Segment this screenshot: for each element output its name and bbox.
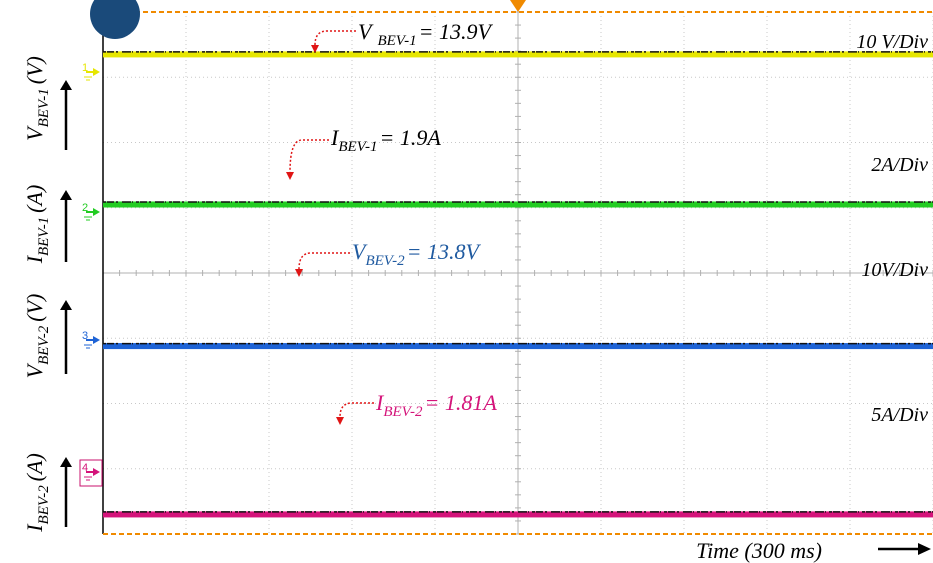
series-trace (103, 511, 933, 518)
series-annotation: VBEV-2= 13.8V (352, 239, 481, 269)
annotation-value: = 13.9V (419, 19, 494, 44)
axis-symbol: V (22, 362, 47, 378)
series-axis-label: VBEV-1 (V) (22, 56, 52, 141)
channel-marker: 2 (82, 202, 100, 221)
channel-marker-arrow (93, 208, 100, 216)
series-scale: 2A/Div (871, 154, 928, 176)
annotation-value: = 1.9A (379, 125, 441, 150)
series-annotation: IBEV-1= 1.9A (330, 125, 441, 155)
annotation-arrow (295, 252, 350, 277)
axis-subscript: BEV-1 (36, 217, 52, 256)
annotation-symbol: I (375, 390, 385, 415)
channel-number: 2 (82, 202, 88, 214)
series-annotation: IBEV-2= 1.81A (375, 390, 497, 420)
annotation-value: = 1.81A (424, 390, 497, 415)
annotation-subscript: BEV-1 (338, 139, 377, 155)
series-annotation: V BEV-1= 13.9V (358, 19, 493, 49)
series-scale: 5A/Div (871, 404, 928, 426)
channel-number: 3 (82, 330, 88, 342)
channel-4-box (79, 459, 103, 487)
channel-number: 1 (82, 62, 88, 74)
series-trace (103, 51, 933, 58)
channel-marker-arrow (93, 468, 100, 476)
axis-up-arrowhead (60, 300, 72, 310)
axis-up-arrowhead (60, 457, 72, 467)
scope-logo-circle (90, 0, 140, 39)
channel-marker-arrow (93, 68, 100, 76)
axis-up-arrowhead (60, 80, 72, 90)
annotation-arrow (286, 139, 329, 180)
series-trace (103, 201, 933, 208)
channel-marker-arrow (93, 336, 100, 344)
time-axis-label: Time (300 ms) (696, 538, 822, 563)
series-axis-label: VBEV-2 (V) (22, 294, 52, 379)
annotation-symbol: V (352, 239, 368, 264)
annotation-arrow (311, 30, 356, 53)
series-scale: 10V/Div (861, 259, 928, 281)
axis-unit: (A) (22, 453, 47, 481)
time-arrowhead (918, 543, 931, 555)
annotation-arrow (336, 402, 374, 425)
axis-subscript: BEV-2 (36, 485, 52, 525)
axis-up-arrowhead (60, 190, 72, 200)
channel-number: 4 (82, 462, 88, 474)
axis-unit: (A) (22, 185, 47, 213)
series-scale: 10 V/Div (856, 31, 928, 53)
trigger-position-marker (510, 0, 526, 12)
channel-marker: 3 (82, 330, 100, 349)
series-axis-label: IBEV-2 (A) (22, 453, 52, 533)
axis-unit: (V) (22, 294, 47, 322)
channel-marker: 4 (82, 462, 100, 481)
series-trace (103, 343, 933, 350)
annotation-subscript: BEV-2 (383, 404, 423, 420)
axis-symbol: V (22, 125, 47, 141)
axis-subscript: BEV-1 (36, 88, 52, 127)
series-axis-label: IBEV-1 (A) (22, 185, 52, 265)
axis-symbol: I (22, 254, 47, 264)
annotation-value: = 13.8V (407, 239, 482, 264)
channel-marker: 1 (82, 62, 100, 81)
annotation-subscript: BEV-1 (377, 33, 416, 49)
annotation-symbol: I (330, 125, 340, 150)
annotation-subscript: BEV-2 (365, 253, 405, 269)
annotation-symbol: V (358, 19, 374, 44)
axis-subscript: BEV-2 (36, 325, 52, 365)
grid (102, 11, 933, 535)
axis-unit: (V) (22, 56, 47, 84)
axis-symbol: I (22, 523, 47, 533)
